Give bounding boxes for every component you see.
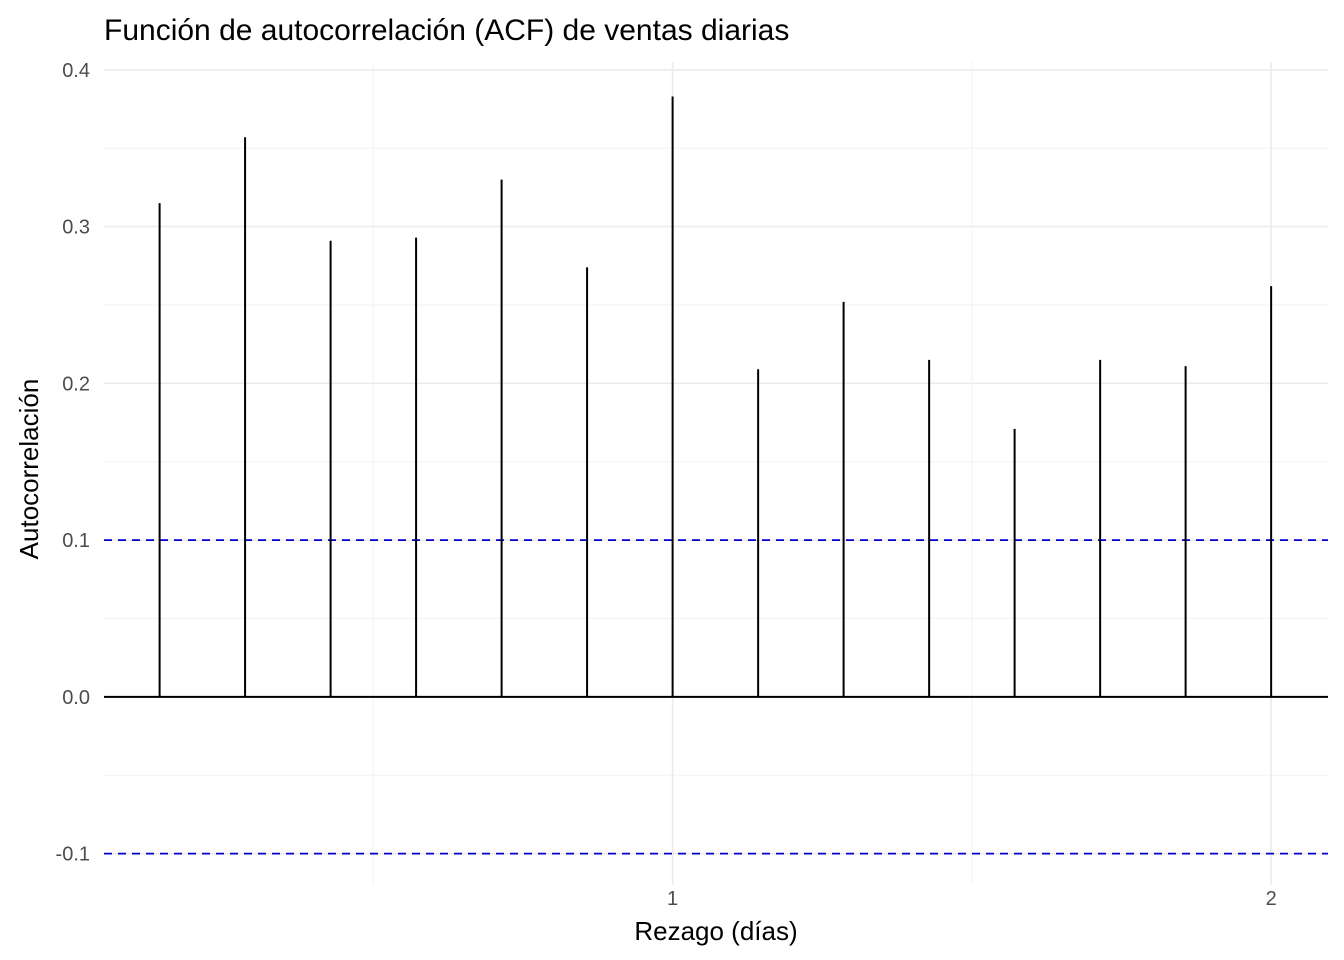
y-axis-title: Autocorrelación (14, 379, 44, 560)
y-tick-label: 0.0 (62, 687, 90, 709)
y-tick-label: 0.2 (62, 373, 90, 395)
confidence-bounds (104, 539, 1328, 855)
acf-bars (158, 96, 1273, 697)
x-tick-label: 1 (667, 888, 678, 910)
y-tick-label: 0.3 (62, 217, 90, 239)
y-tick-label: 0.1 (62, 530, 90, 552)
grid-layer (104, 62, 1328, 885)
axes: -0.1 0.0 0.1 0.2 0.3 0.4 1 2 (56, 60, 1328, 910)
y-tick-label: -0.1 (56, 844, 90, 866)
chart-title: Función de autocorrelación (ACF) de vent… (104, 14, 789, 47)
y-tick-label: 0.4 (62, 60, 90, 82)
x-tick-label: 2 (1266, 888, 1277, 910)
x-axis-title: Rezago (días) (634, 916, 797, 946)
